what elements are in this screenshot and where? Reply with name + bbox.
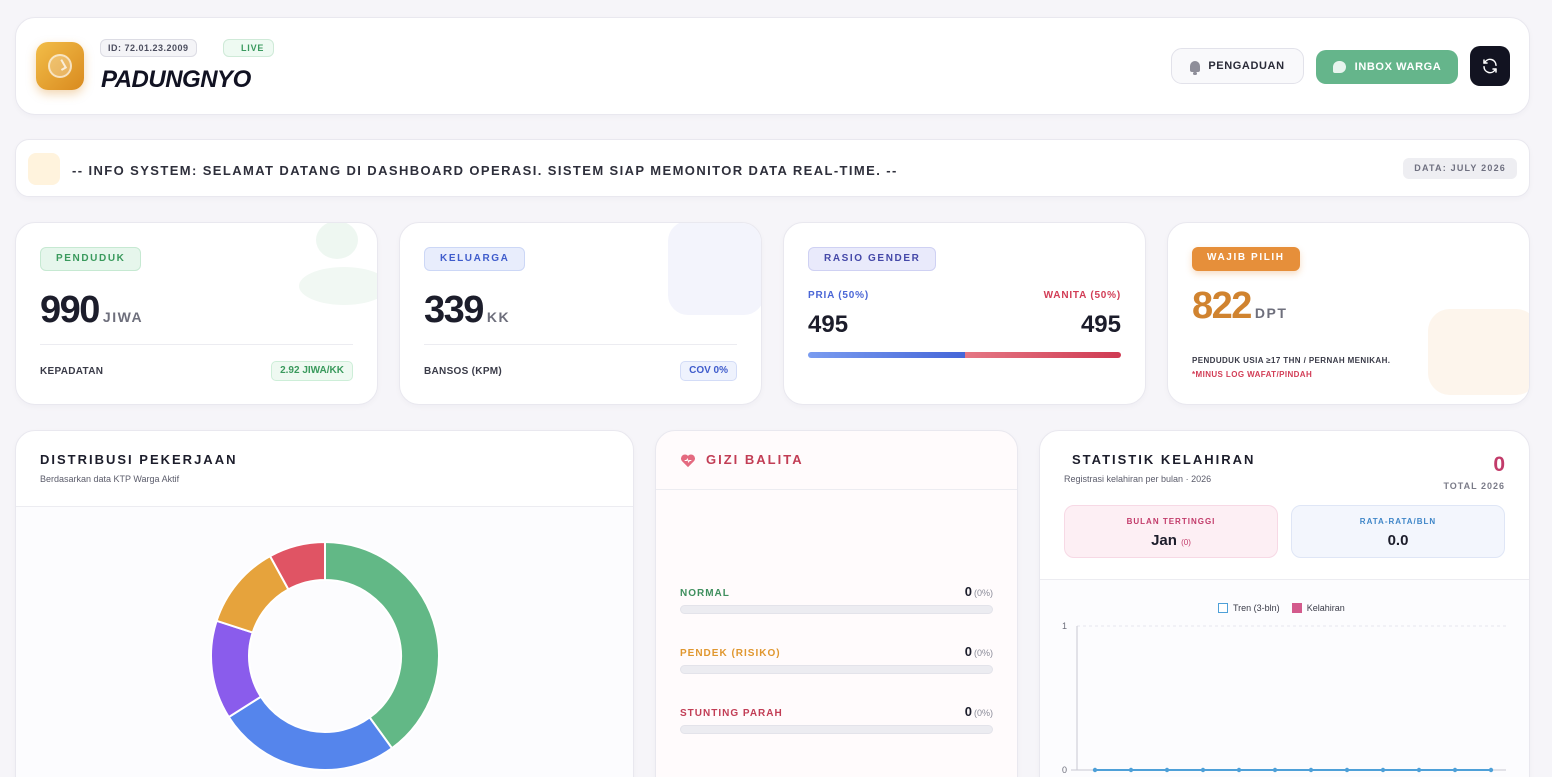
gender-label: RASIO GENDER	[808, 247, 937, 271]
bulan-tertinggi-label: BULAN TERTINGGI	[1126, 517, 1216, 526]
chart-legend: Tren (3-bln) Kelahiran	[1218, 603, 1345, 613]
kelahiran-total-value: 0	[1493, 453, 1505, 476]
gizi-panel: GIZI BALITA NORMAL 0 (0%) PENDEK (RISIKO)…	[655, 430, 1018, 777]
kepadatan-label: KEPADATAN	[40, 366, 104, 377]
bulan-tertinggi-box: BULAN TERTINGGI Jan (0)	[1064, 505, 1278, 558]
data-point[interactable]	[1416, 767, 1422, 773]
home-icon	[668, 223, 761, 315]
pekerjaan-panel: DISTRIBUSI PEKERJAAN Berdasarkan data KT…	[15, 430, 634, 777]
info-icon	[28, 153, 60, 185]
data-point[interactable]	[1452, 767, 1458, 773]
percent-icon	[1428, 309, 1529, 395]
gizi-row-normal: NORMAL 0 (0%)	[680, 584, 993, 618]
stat-card-gender[interactable]: RASIO GENDER PRIA (50%) WANITA (50%) 495…	[783, 222, 1146, 405]
pekerjaan-donut-chart	[210, 540, 440, 771]
kelahiran-line-chart: 10	[1062, 621, 1506, 775]
gizi-row-pendek: PENDEK (RISIKO) 0 (0%)	[680, 644, 993, 678]
penduduk-value: 990 JIWA	[40, 289, 144, 331]
gizi-label: STUNTING PARAH	[680, 708, 783, 719]
wanita-value: 495	[1080, 311, 1121, 338]
gizi-progress-bar	[680, 665, 993, 674]
donut-slice[interactable]	[210, 619, 263, 719]
wajib-pilih-label: WAJIB PILIH	[1192, 247, 1300, 271]
heart-icon	[680, 454, 696, 468]
data-point[interactable]	[1488, 767, 1494, 773]
data-point[interactable]	[1164, 767, 1170, 773]
people-icon	[316, 223, 358, 259]
divider	[40, 344, 353, 345]
penduduk-label: PENDUDUK	[40, 247, 142, 271]
donut-slice[interactable]	[227, 695, 394, 771]
gizi-value: 0 (0%)	[964, 644, 993, 659]
kepadatan-value: 2.92 JIWA/KK	[271, 361, 353, 381]
y-tick-label: 1	[1062, 621, 1067, 631]
donut-slice[interactable]	[324, 540, 440, 750]
header-card: ID: 72.01.23.2009 LIVE PADUNGNYO PENGADU…	[15, 17, 1530, 115]
stat-card-keluarga[interactable]: KELUARGA 339 KK BANSOS (KPM) COV 0%	[399, 222, 762, 405]
inbox-label: INBOX WARGA	[1354, 61, 1442, 73]
gender-ratio-bar	[808, 352, 1121, 358]
gizi-label: NORMAL	[680, 588, 730, 599]
pria-label: PRIA (50%)	[808, 290, 869, 301]
wajib-pilih-warning: *MINUS LOG WAFAT/PINDAH	[1192, 370, 1313, 379]
brand-title: PADUNGNYO	[101, 66, 251, 93]
refresh-button[interactable]	[1470, 46, 1510, 86]
chat-icon	[1332, 61, 1346, 73]
gizi-progress-bar	[680, 725, 993, 734]
bulan-tertinggi-value: Jan (0)	[1151, 532, 1191, 549]
live-badge: LIVE	[223, 39, 275, 57]
pengaduan-label: PENGADUAN	[1208, 60, 1285, 72]
pria-value: 495	[808, 311, 849, 338]
refresh-icon	[1483, 58, 1497, 74]
data-point[interactable]	[1272, 767, 1278, 773]
kelahiran-panel: STATISTIK KELAHIRAN Registrasi kelahiran…	[1039, 430, 1530, 777]
donut-slice[interactable]	[268, 540, 326, 591]
pengaduan-button[interactable]: PENGADUAN	[1171, 48, 1304, 84]
rata-rata-label: RATA-RATA/BLN	[1359, 517, 1437, 526]
bansos-coverage: COV 0%	[680, 361, 737, 381]
data-point[interactable]	[1200, 767, 1206, 773]
gizi-title: GIZI BALITA	[706, 452, 804, 467]
keluarga-label: KELUARGA	[424, 247, 526, 271]
data-point[interactable]	[1236, 767, 1242, 773]
pekerjaan-subtitle: Berdasarkan data KTP Warga Aktif	[40, 474, 180, 484]
data-point[interactable]	[1308, 767, 1314, 773]
inbox-warga-button[interactable]: INBOX WARGA	[1316, 50, 1458, 84]
rata-rata-box: RATA-RATA/BLN 0.0	[1291, 505, 1505, 558]
bansos-label: BANSOS (KPM)	[424, 366, 503, 377]
info-message: -- INFO SYSTEM: SELAMAT DATANG DI DASHBO…	[72, 163, 898, 178]
wanita-label: WANITA (50%)	[1043, 290, 1121, 301]
divider	[424, 344, 737, 345]
gizi-row-stunting: STUNTING PARAH 0 (0%)	[680, 704, 993, 738]
pekerjaan-title: DISTRIBUSI PEKERJAAN	[40, 452, 238, 467]
gender-bar-wanita	[964, 352, 1121, 358]
info-bar: -- INFO SYSTEM: SELAMAT DATANG DI DASHBO…	[15, 139, 1530, 197]
village-id-badge: ID: 72.01.23.2009	[100, 39, 197, 57]
y-tick-label: 0	[1062, 765, 1067, 775]
kelahiran-title: STATISTIK KELAHIRAN	[1072, 452, 1256, 467]
rata-rata-value: 0.0	[1387, 532, 1409, 549]
stat-card-penduduk[interactable]: PENDUDUK 990 JIWA KEPADATAN 2.92 JIWA/KK	[15, 222, 378, 405]
kelahiran-total-label: TOTAL 2026	[1443, 481, 1505, 491]
legend-item-tren[interactable]: Tren (3-bln)	[1218, 603, 1280, 613]
data-point[interactable]	[1128, 767, 1134, 773]
gender-bar-pria	[808, 352, 965, 358]
live-label: LIVE	[241, 43, 265, 53]
app-logo	[36, 42, 84, 90]
legend-item-kelahiran[interactable]: Kelahiran	[1291, 603, 1345, 613]
gizi-value: 0 (0%)	[964, 584, 993, 599]
bell-icon	[1190, 60, 1201, 75]
gizi-value: 0 (0%)	[964, 704, 993, 719]
wajib-pilih-value: 822 DPT	[1192, 285, 1288, 327]
data-point[interactable]	[1380, 767, 1386, 773]
data-point[interactable]	[1092, 767, 1098, 773]
keluarga-value: 339 KK	[424, 289, 511, 331]
gizi-label: PENDEK (RISIKO)	[680, 648, 781, 659]
wajib-pilih-note: PENDUDUK USIA ≥17 THN / PERNAH MENIKAH.	[1192, 356, 1391, 365]
kelahiran-subtitle: Registrasi kelahiran per bulan · 2026	[1064, 474, 1212, 484]
stat-card-wajib-pilih[interactable]: WAJIB PILIH 822 DPT PENDUDUK USIA ≥17 THN…	[1167, 222, 1530, 405]
data-date-badge: DATA: JULY 2026	[1403, 158, 1517, 179]
data-point[interactable]	[1344, 767, 1350, 773]
gizi-progress-bar	[680, 605, 993, 614]
